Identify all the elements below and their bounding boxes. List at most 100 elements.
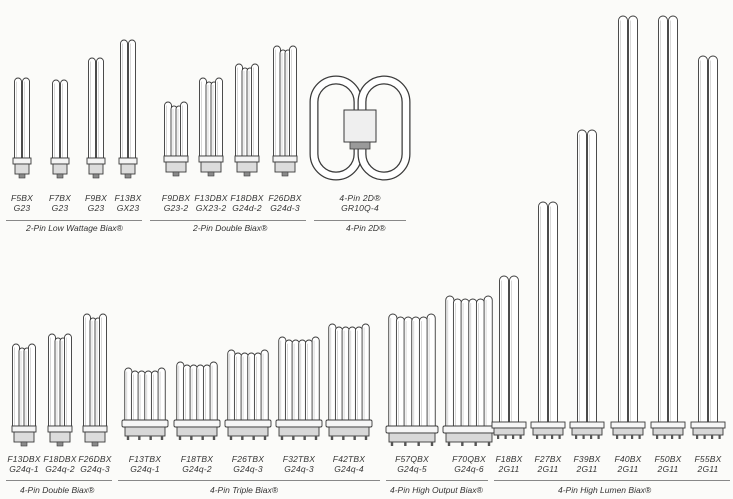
lamp-label: F18DBX G24q-2 — [38, 454, 82, 474]
lamp-model: F26TBX — [231, 454, 265, 464]
lamp-label: F55BX 2G11 — [686, 454, 730, 474]
lamp-base: G24q-3 — [80, 464, 110, 474]
lamp-base: GX23-2 — [195, 203, 227, 213]
lamp-model: F42TBX — [332, 454, 366, 464]
lamp-base: 2G11 — [537, 464, 559, 474]
family-divider — [386, 480, 488, 481]
lamp-model: F9DBX — [161, 193, 191, 203]
lamp-f18dbx — [47, 333, 73, 447]
lamp-label: F18BX 2G11 — [487, 454, 531, 474]
lamp-model: F13TBX — [128, 454, 162, 464]
family-divider — [314, 220, 406, 221]
lamp-model: F26DBX — [78, 454, 112, 464]
lamp-base: G24q-4 — [334, 464, 364, 474]
lamp-model: F50BX — [654, 454, 682, 464]
lamp-model: F13BX — [114, 193, 142, 203]
lamp-label: F27BX 2G11 — [526, 454, 570, 474]
lamp-base: G24q-6 — [454, 464, 484, 474]
lamp-f13bx — [118, 39, 138, 179]
lamp-f13dbx — [11, 343, 37, 447]
lamp-label: F9DBX G23-2 — [154, 193, 198, 213]
lamp-label: F13DBX GX23-2 — [189, 193, 233, 213]
lamp-base: G24q-1 — [130, 464, 160, 474]
lamp-f32tbx — [275, 336, 323, 440]
lamp-label: F32TBX G24q-3 — [277, 454, 321, 474]
lamp-f13dbx — [198, 77, 224, 177]
lamp-label: F13TBX G24q-1 — [123, 454, 167, 474]
lamp-base: GR10Q-4 — [341, 203, 379, 213]
lamp-model: F18DBX — [230, 193, 264, 203]
lamp-model: F18TBX — [180, 454, 214, 464]
lamp-base: 2G11 — [697, 464, 719, 474]
lamp-f57qbx — [385, 313, 439, 446]
lamp-model: F9BX — [84, 193, 108, 203]
lamp-model: F18DBX — [43, 454, 77, 464]
lamp-f40bx — [610, 15, 646, 439]
lamp-base: G24q-2 — [45, 464, 75, 474]
lamp-label: F7BX G23 — [38, 193, 82, 213]
lamp-f9dbx — [163, 101, 189, 177]
lamp-base: G23 — [51, 203, 69, 213]
lamp-f18dbx — [234, 63, 260, 177]
lamp-label: F13DBX G24q-1 — [2, 454, 46, 474]
lamp-model: F57QBX — [395, 454, 429, 464]
family-label: 4-Pin Double Biax® — [20, 485, 95, 495]
lamp-model: F7BX — [48, 193, 72, 203]
lamp-f70qbx — [442, 295, 496, 446]
lamp-base: G24q-3 — [284, 464, 314, 474]
lamp-base: G23-2 — [163, 203, 189, 213]
lamp-base: 2G11 — [657, 464, 679, 474]
lamp-base: 2G11 — [576, 464, 598, 474]
lamp-base: 2G11 — [498, 464, 520, 474]
family-divider — [6, 220, 142, 221]
lamp-base: GX23 — [116, 203, 140, 213]
lamp-label: F5BX G23 — [0, 193, 44, 213]
lamp-f26dbx — [272, 45, 298, 177]
family-label: 4-Pin High Output Biax® — [390, 485, 483, 495]
lamp-base: G24q-2 — [182, 464, 212, 474]
lamp-model: F13DBX — [7, 454, 41, 464]
lamp-model: F55BX — [694, 454, 722, 464]
family-label: 4-Pin High Lumen Biax® — [558, 485, 652, 495]
lamp-f27bx — [530, 201, 566, 439]
lamp-f39bx — [569, 129, 605, 439]
lamp-label: 4-Pin 2D® GR10Q-4 — [330, 193, 390, 213]
lamp-model: F40BX — [614, 454, 642, 464]
lamp-label: F9BX G23 — [74, 193, 118, 213]
lamp-model: F32TBX — [282, 454, 316, 464]
lamp-base: G24q-3 — [233, 464, 263, 474]
lamp-model: 4-Pin 2D® — [339, 193, 381, 203]
lamp-base: G24d-2 — [232, 203, 262, 213]
family-label: 2-Pin Double Biax® — [193, 223, 268, 233]
lamp-label: F26TBX G24q-3 — [226, 454, 270, 474]
lamp-label: F18DBX G24d-2 — [225, 193, 269, 213]
lamp-model: F5BX — [10, 193, 34, 203]
lamp-model: F26DBX — [268, 193, 302, 203]
family-label: 4-Pin Triple Biax® — [210, 485, 278, 495]
lamp-f42tbx — [325, 323, 373, 440]
lamp-label: F57QBX G24q-5 — [390, 454, 434, 474]
family-divider — [6, 480, 112, 481]
lamp-label: F70QBX G24q-6 — [447, 454, 491, 474]
lamp-model: F18BX — [495, 454, 523, 464]
lamp-f55bx — [690, 55, 726, 439]
lamp-f18tbx — [173, 361, 221, 440]
family-divider — [150, 220, 306, 221]
lamp-model: F39BX — [573, 454, 601, 464]
lamp-model: F27BX — [534, 454, 562, 464]
lamp-f7bx — [50, 79, 70, 179]
family-label: 4-Pin 2D® — [346, 223, 386, 233]
lamp-base: G23 — [87, 203, 105, 213]
lamp-base: 2G11 — [617, 464, 639, 474]
lamp-label: F50BX 2G11 — [646, 454, 690, 474]
lamp-label: F13BX GX23 — [106, 193, 150, 213]
lamp-f5bx — [12, 77, 32, 179]
lamp-base: G23 — [13, 203, 31, 213]
lamp-label: F42TBX G24q-4 — [327, 454, 371, 474]
lamp-4-pin-2d- — [309, 75, 411, 181]
family-label: 2-Pin Low Wattage Biax® — [26, 223, 123, 233]
lamp-base: G24q-1 — [9, 464, 39, 474]
lamp-label: F40BX 2G11 — [606, 454, 650, 474]
